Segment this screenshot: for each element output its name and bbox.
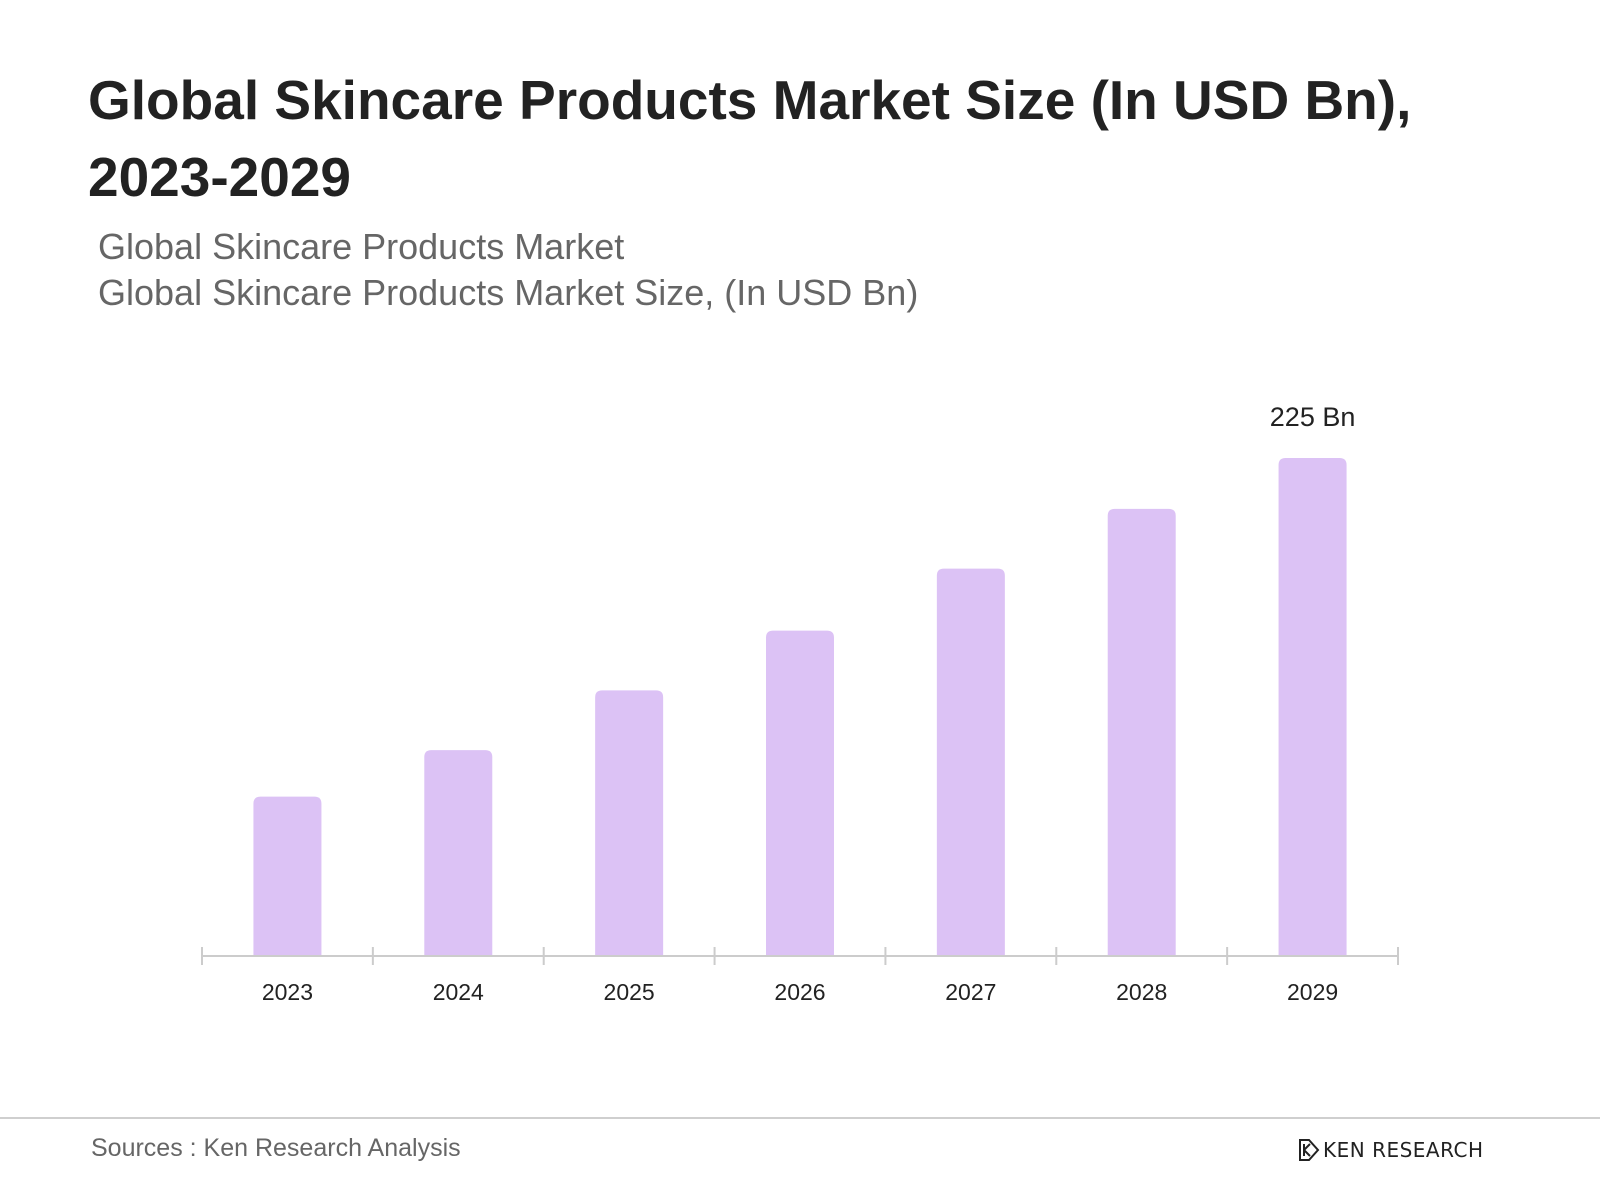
chart-title: Global Skincare Products Market Size (In… <box>88 69 1412 208</box>
source-note: Sources : Ken Research Analysis <box>91 1134 461 1162</box>
bar-2025 <box>595 690 664 956</box>
x-tick-label-2028: 2028 <box>1116 979 1167 1005</box>
footer-divider <box>0 1117 1600 1119</box>
chart-subtitle-market: Global Skincare Products Market <box>98 226 625 267</box>
x-tick-label-2026: 2026 <box>774 979 825 1005</box>
x-tick-label-2025: 2025 <box>604 979 655 1005</box>
bar-2026 <box>766 630 834 956</box>
bar-2027 <box>936 568 1005 956</box>
brand-name: KEN RESEARCH <box>1323 1138 1484 1162</box>
bar-2028 <box>1107 508 1176 956</box>
data-label-2029: 225 Bn <box>1270 402 1356 432</box>
bar-2024 <box>424 750 493 956</box>
x-tick-label-2027: 2027 <box>945 979 996 1005</box>
chart-subtitles: Global Skincare Products Market Global S… <box>98 224 918 316</box>
x-tick-label-2024: 2024 <box>433 979 484 1005</box>
chart-subtitle-size: Global Skincare Products Market Size, (I… <box>98 272 919 313</box>
ken-research-brand: KEN RESEARCH <box>1298 1138 1484 1162</box>
bar-chart: 2023 2024 2025 2026 2027 2028 225 Bn 2029 <box>201 402 1399 1005</box>
x-tick-label-2023: 2023 <box>262 979 313 1005</box>
x-tick-label-2029: 2029 <box>1287 979 1338 1005</box>
ken-research-logo-icon <box>1299 1139 1320 1161</box>
bar-2023 <box>253 796 322 956</box>
bar-2029 <box>1278 458 1347 956</box>
